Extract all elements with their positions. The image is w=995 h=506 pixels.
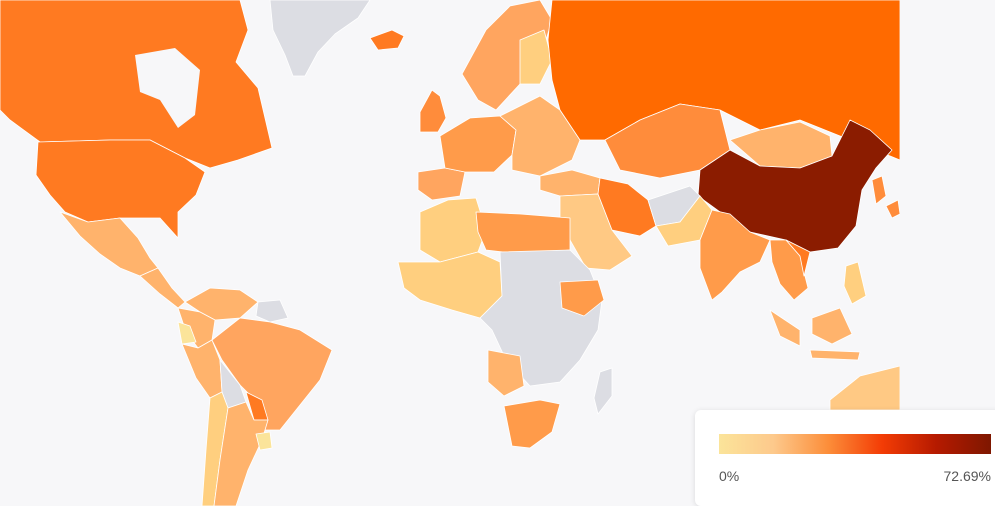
- region-canada[interactable]: [0, 0, 273, 169]
- region-uk-ireland[interactable]: [419, 89, 447, 133]
- legend-max-label: 72.69%: [943, 468, 991, 484]
- region-india[interactable]: [699, 209, 771, 301]
- map-svg: [0, 0, 900, 506]
- legend-min-label: 0%: [719, 468, 740, 484]
- region-vietnam[interactable]: [785, 239, 811, 277]
- region-iceland[interactable]: [369, 29, 405, 51]
- region-finland[interactable]: [519, 29, 553, 85]
- legend-gradient-bar: [719, 434, 991, 454]
- region-korea-japan[interactable]: [871, 175, 900, 219]
- region-madagascar[interactable]: [593, 367, 613, 415]
- region-philippines[interactable]: [843, 261, 867, 305]
- region-turkey[interactable]: [539, 169, 601, 197]
- region-australia[interactable]: [829, 365, 900, 411]
- region-argentina[interactable]: [213, 401, 269, 506]
- region-ethiopia[interactable]: [559, 279, 605, 317]
- region-guianas[interactable]: [255, 299, 289, 323]
- region-hudson-bay: [135, 48, 200, 128]
- region-usa[interactable]: [35, 139, 206, 239]
- region-uruguay[interactable]: [255, 431, 273, 451]
- region-libya-egypt[interactable]: [475, 211, 571, 255]
- region-western-europe[interactable]: [439, 115, 517, 173]
- region-south-africa[interactable]: [503, 399, 561, 449]
- world-map[interactable]: [0, 0, 900, 506]
- region-iberia[interactable]: [417, 167, 466, 201]
- region-eastern-europe[interactable]: [499, 95, 581, 177]
- color-legend: 0% 72.69%: [695, 410, 995, 506]
- region-malaysia-indonesia[interactable]: [769, 307, 861, 361]
- region-mexico[interactable]: [59, 211, 159, 277]
- region-central-america[interactable]: [139, 267, 186, 309]
- region-greenland[interactable]: [269, 0, 371, 77]
- region-iran[interactable]: [597, 177, 657, 237]
- region-angola-namibia[interactable]: [487, 349, 525, 397]
- region-ecuador[interactable]: [177, 321, 197, 345]
- region-west-africa[interactable]: [397, 251, 503, 319]
